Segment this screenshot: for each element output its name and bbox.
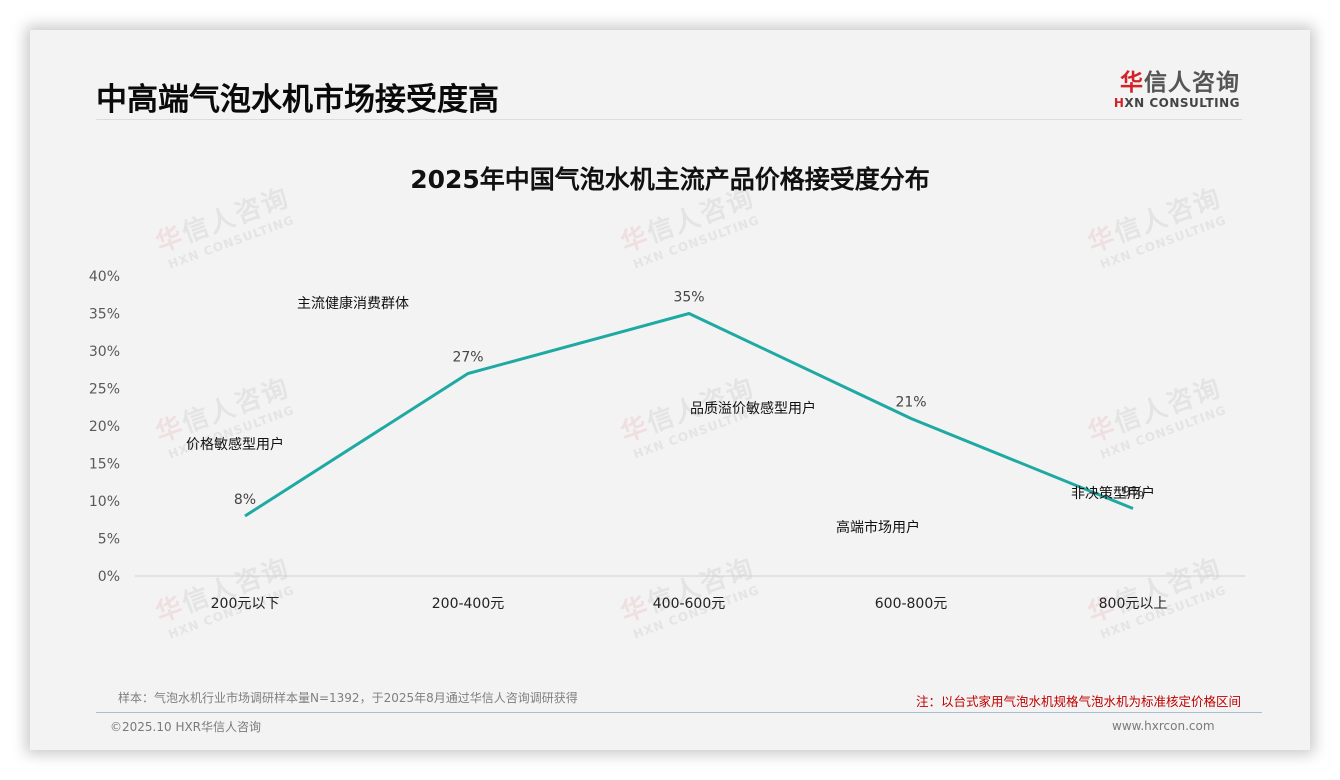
y-tick-label: 5% [98, 532, 120, 548]
logo-cn-text: 华信人咨询 [1120, 70, 1240, 96]
copyright: ©2025.10 HXR华信人咨询 [110, 720, 262, 734]
page-title: 中高端气泡水机市场接受度高 [96, 82, 499, 118]
x-axis: 200元以下 200-400元 400-600元 600-800元 800元以上 [211, 596, 1168, 612]
data-point-label: 21% [895, 395, 926, 411]
data-point-label: 35% [673, 290, 704, 306]
data-point-label: 9% [1122, 485, 1144, 501]
x-tick-label: 200元以下 [211, 596, 280, 612]
annotation-quality-premium: 品质溢价敏感型用户 [690, 401, 816, 417]
footer-divider [96, 712, 1262, 713]
website-link[interactable]: www.hxrcon.com [1112, 719, 1215, 733]
data-line [244, 311, 1134, 518]
y-tick-label: 0% [98, 569, 120, 585]
sample-note: 样本：气泡水机行业市场调研样本量N=1392，于2025年8月通过华信人咨询调研… [118, 691, 578, 705]
price-range-note: 注：以台式家用气泡水机规格气泡水机为标准核定价格区间 [916, 694, 1242, 709]
brand-logo: 华信人咨询 HXN CONSULTING [1110, 63, 1240, 110]
header-divider [96, 119, 1242, 120]
annotation-mainstream-health: 主流健康消费群体 [297, 296, 409, 312]
slide: 华信人咨询 HXN CONSULTING 华信人咨询 HXN CONSULTIN… [30, 30, 1310, 750]
x-tick-label: 400-600元 [653, 596, 726, 612]
y-tick-label: 20% [89, 419, 120, 435]
annotation-price-sensitive: 价格敏感型用户 [186, 437, 284, 453]
x-tick-label: 200-400元 [432, 596, 505, 612]
x-tick-label: 800元以上 [1099, 596, 1168, 612]
y-axis: 0% 5% 10% 15% 20% 25% 30% 35% 40% [89, 269, 120, 585]
annotation-high-end: 高端市场用户 [836, 520, 920, 536]
data-labels: 8% 27% 35% 21% 9% [234, 290, 1144, 509]
annotation-non-decision: 非决策型用户 [1071, 486, 1155, 502]
chart-title: 2025年中国气泡水机主流产品价格接受度分布 [410, 165, 930, 194]
data-point-label: 27% [452, 350, 483, 366]
y-tick-label: 25% [89, 382, 120, 398]
y-tick-label: 35% [89, 307, 120, 323]
y-tick-label: 30% [89, 344, 120, 360]
y-tick-label: 40% [89, 269, 120, 285]
y-tick-label: 15% [89, 457, 120, 473]
data-point-label: 8% [234, 492, 256, 508]
logo-en-text: HXN CONSULTING [1113, 96, 1240, 110]
line-chart: 0% 5% 10% 15% 20% 25% 30% 35% 40% 200元以下 200-400元… [89, 269, 1245, 612]
y-tick-label: 10% [89, 494, 120, 510]
x-tick-label: 600-800元 [875, 596, 948, 612]
